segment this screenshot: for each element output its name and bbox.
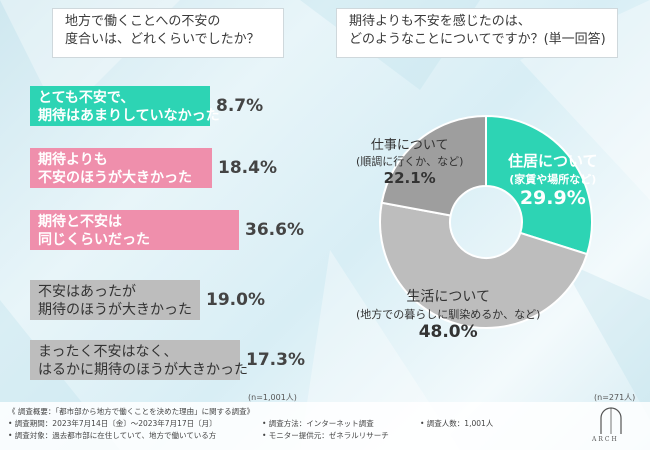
bar-4 [30, 280, 200, 320]
right-title-line2: どのようなことについてですか？(単一回答) [349, 32, 606, 47]
donut-label-sub-2: (地方での暮らしに馴染めるか、など) [356, 308, 541, 321]
footer-target: • 調査対象：過去都市部に在住していて、地方で働いている方 [8, 431, 217, 440]
donut-slice-3 [380, 114, 487, 217]
donut-value-1: 29.9% [519, 187, 586, 209]
footer-method: • 調査方法：インターネット調査 [262, 419, 374, 428]
donut-label-title-2: 生活について [406, 289, 490, 305]
donut-label-title-1: 住居について [508, 152, 598, 170]
bar-3 [30, 210, 239, 250]
bar-label-5: まったく不安はなく、 はるかに期待のほうが大きかった [38, 344, 248, 378]
bar-value-4: 19.0% [206, 290, 265, 310]
bar-value-5: 17.3% [246, 350, 305, 370]
bar-2 [30, 148, 212, 188]
right-sample-note: (n=271人) [594, 393, 636, 402]
footer-period: • 調査期間：2023年7月14日〔金〕〜2023年7月17日〔月〕 [8, 419, 217, 428]
bar-label-3: 期待と不安は 同じくらいだった [38, 214, 150, 248]
bar-label-4: 不安はあったが 期待のほうが大きかった [38, 284, 192, 318]
arch-logo-icon [600, 407, 622, 434]
donut-slice-1 [485, 114, 593, 256]
left-sample-note: (n=1,001人) [248, 393, 297, 402]
bar-value-3: 36.6% [245, 220, 304, 240]
donut-slice-2 [379, 201, 589, 329]
left-title-line1: 地方で働くことへの不安の [65, 14, 221, 29]
footer-provider: • モニター提供元：ゼネラルリサーチ [262, 431, 389, 440]
left-title: 地方で働くことへの不安の 度合いは、どれくらいでしたか？ [52, 8, 284, 58]
donut-label-3: 仕事について (順調に行くか、など) 22.1% [356, 134, 463, 187]
donut-label-1: 住居について (家賃や場所など) 29.9% [508, 150, 598, 209]
footer-count: • 調査人数：1,001人 [420, 419, 494, 428]
left-title-line2: 度合いは、どれくらいでしたか？ [65, 32, 260, 47]
right-title-line1: 期待よりも不安を感じたのは、 [349, 14, 531, 29]
donut-label-title-3: 仕事について [370, 138, 449, 153]
bar-value-2: 18.4% [218, 158, 277, 178]
footer-line1: 《 調査概要：「都市部から地方で働くことを決めた理由」に関する調査》 [8, 407, 255, 416]
right-title: 期待よりも不安を感じたのは、 どのようなことについてですか？(単一回答) [336, 8, 618, 58]
donut-label-sub-3: (順調に行くか、など) [356, 155, 464, 168]
donut-label-sub-1: (家賃や場所など) [509, 173, 597, 186]
bar-value-1: 8.7% [216, 96, 264, 116]
footer-bg [0, 402, 650, 450]
bar-label-1: とても不安で、 期待はあまりしていなかった [38, 90, 220, 124]
donut-value-3: 22.1% [383, 169, 436, 187]
donut-value-2: 48.0% [418, 322, 478, 342]
bar-label-2: 期待よりも 不安のほうが大きかった [38, 152, 192, 186]
bar-5 [30, 340, 240, 380]
logo-text: ARCH [592, 436, 619, 443]
donut-label-2: 生活について (地方での暮らしに馴染めるか、など) 48.0% [356, 286, 540, 342]
bar-1 [30, 86, 210, 126]
